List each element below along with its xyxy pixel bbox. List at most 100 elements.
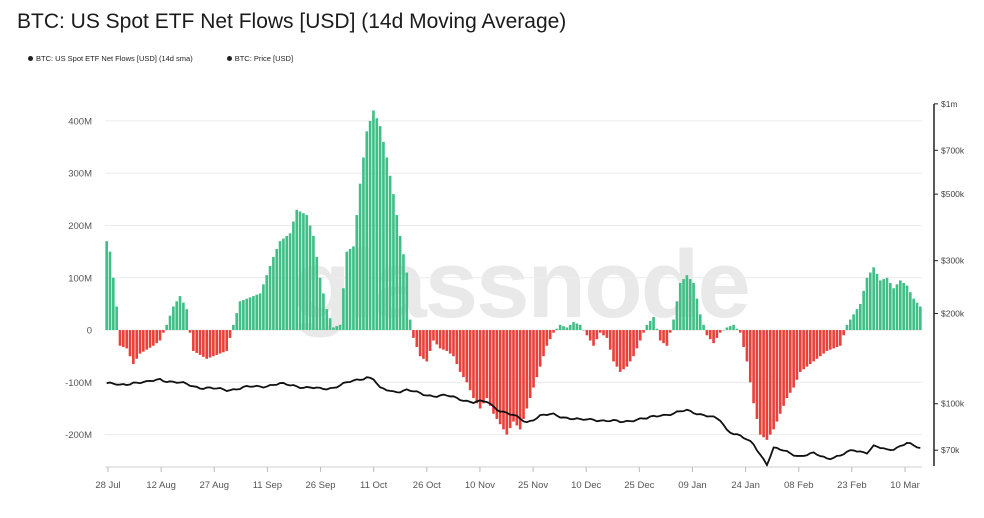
flow-bar: [355, 215, 359, 331]
flow-bar: [662, 330, 665, 344]
flow-bar: [702, 324, 705, 331]
flow-bar: [582, 330, 585, 331]
flow-bar: [432, 330, 435, 341]
flow-bar: [275, 249, 279, 331]
flow-bar: [425, 330, 429, 362]
flow-bar: [658, 330, 662, 341]
flow-bar: [652, 316, 655, 331]
y-left-tick-label: 100M: [68, 273, 92, 284]
flow-bar: [232, 324, 235, 331]
legend-item-price[interactable]: BTC: Price [USD]: [226, 54, 294, 63]
flow-bar: [205, 330, 209, 359]
flow-bar: [708, 330, 712, 340]
flow-bar: [618, 330, 622, 372]
legend-label-price: BTC: Price [USD]: [234, 54, 294, 63]
flow-bar: [762, 330, 765, 438]
flow-bar: [778, 330, 782, 414]
flow-bar: [665, 330, 669, 346]
flow-bar: [485, 330, 489, 399]
flow-bar: [735, 328, 739, 331]
flow-bar: [255, 294, 259, 331]
flow-bar: [525, 330, 529, 409]
flow-bar: [105, 241, 108, 331]
flow-bar: [315, 256, 319, 331]
flow-bar: [202, 330, 205, 357]
flow-bar: [345, 251, 349, 331]
y-left-tick-label: -200M: [65, 430, 92, 441]
flow-bar: [135, 330, 138, 359]
flow-bar: [292, 221, 295, 331]
flow-bar: [395, 215, 399, 331]
flow-bar: [622, 330, 625, 370]
flow-bar: [448, 330, 452, 354]
flow-bar: [192, 330, 195, 351]
flow-bar: [185, 309, 189, 331]
flow-bar: [798, 330, 802, 372]
flow-bar: [678, 283, 682, 331]
flow-bar: [428, 330, 432, 351]
flow-bar: [758, 330, 762, 435]
flow-bar: [615, 330, 619, 367]
flow-bar: [392, 194, 395, 331]
flow-bar: [738, 330, 742, 333]
flow-bar: [155, 330, 158, 344]
legend-item-net-flows[interactable]: BTC: US Spot ETF Net Flows [USD] (14d sm…: [28, 54, 193, 63]
flow-bar: [398, 235, 402, 331]
flow-bar: [848, 319, 852, 331]
flow-bar: [718, 330, 722, 333]
flow-bar: [608, 330, 612, 350]
flow-bar: [198, 330, 202, 355]
flow-bar: [828, 330, 832, 350]
flow-bar: [592, 330, 595, 346]
flow-bar: [438, 330, 442, 349]
flow-bar: [542, 330, 545, 357]
flow-bar: [132, 330, 135, 365]
flow-bar: [242, 299, 245, 331]
flow-bar: [598, 330, 602, 333]
flow-bars: [105, 110, 922, 440]
flow-bar: [755, 330, 759, 419]
legend-dot-icon: [226, 56, 232, 61]
flow-bar: [728, 326, 732, 331]
flow-bar: [548, 330, 552, 340]
flow-bar: [732, 324, 735, 331]
flow-bar: [258, 293, 262, 331]
flow-bar: [172, 306, 175, 331]
flow-bar: [472, 330, 475, 399]
flow-bar: [422, 330, 425, 359]
flow-bar: [118, 330, 122, 346]
flow-bar: [212, 330, 215, 357]
flow-bar: [752, 330, 755, 404]
y-right-tick-label: $700k: [941, 145, 965, 155]
flow-bar: [625, 330, 629, 367]
flow-bar: [188, 330, 192, 333]
flow-bar: [195, 330, 199, 353]
flow-bar: [905, 285, 909, 331]
flow-bar: [435, 330, 439, 345]
flow-bar: [805, 330, 809, 367]
flow-bar: [872, 267, 875, 331]
flow-bar: [825, 330, 829, 351]
flow-bar: [288, 233, 292, 331]
flow-bar: [578, 324, 582, 331]
flow-bar: [492, 330, 495, 414]
flow-bar: [375, 118, 379, 331]
flow-bar: [785, 330, 789, 399]
flow-bar: [602, 330, 605, 336]
flow-bar: [462, 330, 465, 378]
flow-bar: [502, 330, 505, 430]
flow-bar: [225, 330, 229, 351]
flow-bar: [605, 330, 609, 338]
x-tick-label: 10 Mar: [890, 480, 920, 491]
flow-bar: [145, 330, 148, 350]
flow-bar: [835, 330, 839, 348]
flow-bar: [655, 328, 659, 331]
flow-bar: [222, 330, 225, 353]
flow-bar: [482, 330, 485, 404]
y-right-tick-label: $70k: [941, 445, 960, 455]
flow-bar: [368, 120, 372, 331]
y-axis-right: $1m $700k $500k $300k $200k $100k $70k: [933, 99, 965, 466]
flow-bar: [268, 266, 272, 331]
flow-bar: [885, 277, 889, 331]
